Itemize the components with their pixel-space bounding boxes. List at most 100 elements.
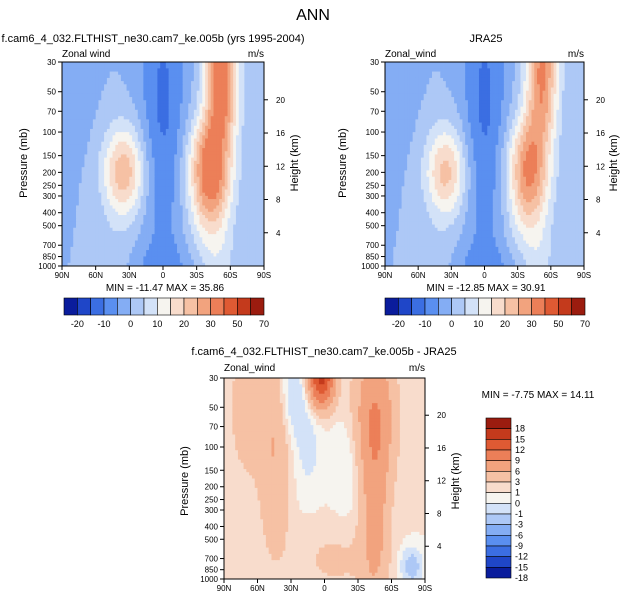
model-cell [233, 116, 237, 120]
model-cell [87, 106, 91, 111]
model-cell [115, 132, 119, 136]
model-cell [258, 113, 262, 117]
model-cell [202, 173, 206, 178]
model-cell [213, 167, 217, 171]
model-cell [154, 227, 158, 232]
model-cell [227, 253, 231, 257]
model-cell [137, 122, 141, 127]
model-cell [179, 234, 184, 238]
model-cell [151, 259, 155, 264]
obs-cell [418, 74, 422, 79]
model-cell [95, 250, 99, 254]
model-cell [235, 256, 240, 261]
model-cell [126, 250, 130, 254]
model-cell [104, 256, 108, 261]
panel-obs-variable: Zonal_wind [385, 49, 436, 60]
model-cell [67, 167, 71, 171]
model-cell [252, 218, 256, 222]
model-cell [132, 237, 136, 241]
model-cell [143, 176, 147, 181]
model-cell [73, 215, 77, 219]
model-cell [157, 240, 161, 245]
model-cell [160, 68, 164, 72]
model-cell [146, 160, 150, 165]
model-cell [148, 199, 153, 203]
model-cell [104, 62, 108, 66]
model-cell [238, 253, 242, 257]
model-cell [87, 218, 91, 222]
model-cell [196, 170, 200, 174]
model-cell [84, 237, 88, 241]
model-cell [98, 246, 102, 251]
model-cell [249, 160, 254, 165]
model-cell [202, 109, 206, 114]
model-cell [115, 138, 119, 143]
model-cell [78, 106, 83, 111]
model-cell [210, 154, 214, 159]
model-cell [247, 144, 251, 149]
model-cell [249, 144, 254, 149]
model-cell [191, 262, 195, 267]
model-cell [177, 237, 181, 241]
model-cell [249, 119, 254, 123]
model-cell [249, 103, 254, 108]
model-cell [146, 151, 150, 155]
model-cell [202, 77, 206, 82]
model-cell [179, 157, 184, 162]
model-cell [123, 68, 127, 72]
model-cell [146, 100, 150, 104]
obs-cell [542, 65, 546, 69]
model-cell [261, 160, 265, 165]
model-cell [249, 157, 254, 162]
model-cell [241, 90, 245, 95]
model-cell [134, 176, 139, 181]
model-cell [146, 234, 150, 238]
model-cell [196, 208, 200, 213]
model-cell [70, 148, 74, 152]
model-cell [188, 250, 192, 254]
model-cell [143, 128, 147, 133]
model-cell [213, 62, 217, 66]
model-cell [207, 106, 212, 111]
model-cell [207, 113, 212, 117]
model-cell [224, 227, 228, 232]
model-cell [160, 208, 164, 213]
model-cell [104, 106, 108, 111]
model-cell [143, 183, 147, 187]
obs-cell [487, 71, 491, 76]
model-cell [95, 100, 99, 104]
model-cell [207, 144, 212, 149]
model-cell [193, 116, 198, 120]
model-cell [118, 208, 122, 213]
model-cell [78, 211, 83, 216]
model-cell [241, 125, 245, 130]
model-cell [182, 157, 186, 162]
model-cell [249, 192, 254, 197]
model-cell [165, 87, 170, 92]
model-cell [221, 90, 226, 95]
model-cell [90, 202, 94, 206]
model-cell [185, 128, 189, 133]
model-cell [64, 253, 69, 257]
model-cell [115, 109, 119, 114]
model-cell [92, 186, 97, 190]
model-cell [120, 246, 125, 251]
model-cell [84, 144, 88, 149]
model-cell [233, 141, 237, 146]
model-cell [168, 68, 172, 72]
model-cell [171, 122, 175, 127]
model-cell [221, 125, 226, 130]
model-cell [95, 103, 99, 108]
model-cell [157, 183, 161, 187]
model-cell [213, 243, 217, 248]
model-cell [109, 65, 113, 69]
model-cell [258, 125, 262, 130]
model-cell [163, 154, 167, 159]
model-cell [112, 224, 116, 229]
obs-cell [459, 62, 463, 66]
model-cell [241, 230, 245, 235]
model-cell [221, 84, 226, 88]
model-cell [67, 176, 71, 181]
model-cell [188, 119, 192, 123]
model-cell [249, 253, 254, 257]
